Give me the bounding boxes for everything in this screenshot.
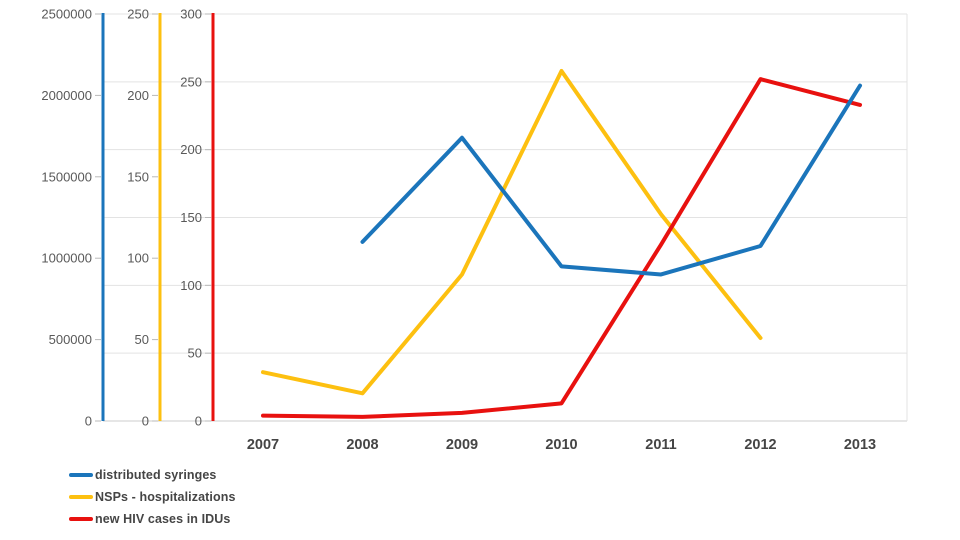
legend-label: new HIV cases in IDUs [95, 512, 231, 526]
legend-item: new HIV cases in IDUs [69, 512, 236, 526]
x-axis-label: 2007 [247, 437, 279, 453]
axis-tick-label: 300 [180, 7, 202, 22]
axis-tick-label: 100 [180, 278, 202, 293]
legend-label: distributed syringes [95, 468, 217, 482]
axis-tick-label: 0 [195, 414, 202, 429]
series-line-hospitalizations [261, 68, 763, 396]
legend-item: NSPs - hospitalizations [69, 490, 236, 504]
legend-item: distributed syringes [69, 468, 236, 482]
axis-tick-label: 150 [180, 210, 202, 225]
chart-legend: distributed syringes NSPs - hospitalizat… [69, 468, 236, 526]
axis-tick-label: 1000000 [41, 251, 92, 266]
x-axis-label: 2008 [346, 437, 378, 453]
series-line-syringes [360, 83, 862, 277]
axis-tick-label: 500000 [49, 332, 92, 347]
axis-tick-label: 50 [188, 346, 202, 361]
x-axis-label: 2009 [446, 437, 478, 453]
axis-tick-label: 0 [85, 414, 92, 429]
axis-tick-label: 200 [180, 142, 202, 157]
axis-tick-label: 100 [127, 251, 149, 266]
axis-tick-label: 200 [127, 88, 149, 103]
x-axis-label: 2012 [744, 437, 776, 453]
series-line-hiv [261, 77, 862, 419]
axis-tick-label: 250 [180, 74, 202, 89]
axis-tick-label: 150 [127, 169, 149, 184]
axis-tick-label: 250 [127, 7, 149, 22]
legend-swatch-red [69, 517, 93, 521]
axis-tick-label: 2500000 [41, 7, 92, 22]
legend-swatch-yellow [69, 495, 93, 499]
x-axis-label: 2010 [545, 437, 577, 453]
axis-tick-label: 50 [135, 332, 149, 347]
axis-tick-label: 0 [142, 414, 149, 429]
x-axis-label: 2011 [645, 437, 676, 453]
legend-label: NSPs - hospitalizations [95, 490, 236, 504]
axis-tick-label: 1500000 [41, 169, 92, 184]
axis-tick-label: 2000000 [41, 88, 92, 103]
x-axis-label: 2013 [844, 437, 876, 453]
legend-swatch-blue [69, 473, 93, 477]
